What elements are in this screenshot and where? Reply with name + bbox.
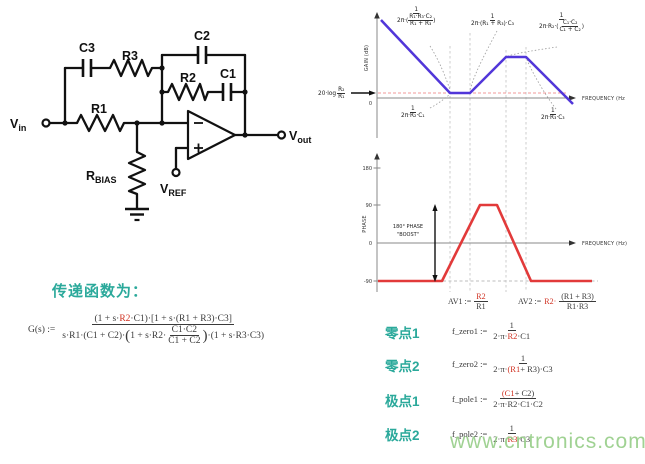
phase-tick-90: 90 (366, 203, 372, 209)
transfer-function-formula: G(s) := (1 + s· R2 ·C1)·[1 + s·(R1 + R3)·C… (28, 314, 265, 346)
label-r3: R3 (122, 49, 138, 63)
annotation-upper-left: 1 2π·(R₁·R₃·C₂ R₁ + R₃) (397, 7, 436, 27)
gain-curve (380, 19, 574, 105)
label-rbias: RBIAS (86, 169, 117, 185)
annotation-pointers (429, 30, 558, 110)
vin-terminal (41, 118, 51, 128)
transfer-function-lhs: G(s) := (28, 325, 56, 335)
capacitors (81, 46, 233, 101)
circuit-wires (48, 53, 280, 211)
boost-label-line1: 180° PHASE (393, 224, 423, 230)
gain-level-pointer-arrow (369, 90, 376, 96)
annotation-zero1: 1 2π·R₂·C₁ (401, 106, 425, 119)
pole2-formula: f_pole2 := 1 2·π· R3 ·C3 (452, 423, 531, 444)
annotation-pole2: 1 2π·R₃·C₃ (541, 108, 565, 121)
gain-origin-label: 0 (369, 101, 372, 107)
boost-arrow-top (432, 204, 438, 211)
phase-curve (378, 203, 592, 283)
av1-formula: AV1 := R2 R1 (448, 292, 488, 311)
phase-y-axis-label: PHASE (362, 215, 368, 233)
pole1-formula: f_pole1 := (C1 + C2) 2·π·R2·C1·C2 (452, 388, 543, 409)
zero1-label: 零点1 (385, 326, 420, 341)
pole2-label: 极点2 (385, 428, 420, 443)
phase-tick-180: 180 (362, 166, 372, 172)
label-r1: R1 (91, 102, 107, 116)
bode-plots: GAIN (dB) FREQUENCY (Hz 0 180 90 0 -90 (351, 12, 627, 292)
gain-level-text: 20·log (318, 90, 337, 97)
capacitor-c3 (81, 59, 93, 77)
vout-terminal (276, 130, 287, 140)
phase-plot: 180 90 0 -90 PHASE FREQUENCY (Hz) 180° P… (362, 153, 627, 292)
gain-x-axis-label: FREQUENCY (Hz (582, 96, 625, 102)
av2-formula: AV2 := R2· (R1 + R3) R1·R3 (518, 292, 596, 311)
boost-arrow-bottom (432, 275, 438, 282)
pole1-label: 极点1 (385, 394, 420, 409)
circuit-diagram: C3 R3 C2 R2 C1 R1 Vin Vout VREF RBIAS (10, 29, 311, 222)
capacitor-c1 (221, 83, 233, 101)
gain-x-axis-arrow (569, 95, 576, 101)
vref-terminal (171, 167, 181, 178)
boost-label-line2: "BOOST" (397, 232, 419, 238)
ground-symbol (125, 207, 149, 222)
label-c3: C3 (79, 41, 95, 55)
label-vout: Vout (289, 129, 311, 145)
zero1-formula: f_zero1 := 1 2·π· R2 ·C1 (452, 320, 531, 341)
phase-tick-m90: -90 (364, 279, 372, 285)
resistor-r3 (108, 58, 154, 78)
gain-plot: GAIN (dB) FREQUENCY (Hz 0 (351, 12, 625, 138)
phase-x-axis-label: FREQUENCY (Hz) (582, 241, 627, 247)
annotation-zero2: 1 2π·(R₁ + R₃)·C₃ (471, 14, 515, 27)
annotation-pole1: 1 2π·R₂·(C₁·C₂ C₁ + C₂) (539, 13, 585, 33)
watermark: www.cntronics.com (450, 430, 645, 453)
resistors (75, 58, 210, 196)
terminals (41, 118, 287, 178)
phase-tick-0: 0 (369, 241, 372, 247)
gain-y-axis-arrow (374, 12, 380, 19)
label-c2: C2 (194, 29, 210, 43)
label-vref: VREF (160, 182, 187, 198)
resistor-r1 (75, 113, 126, 133)
gain-y-axis-label: GAIN (dB) (364, 45, 370, 71)
phase-y-axis-arrow (374, 153, 380, 160)
transfer-function-heading: 传递函数为： (52, 283, 149, 300)
corner-frequency-guides (449, 33, 527, 292)
resistor-r2 (166, 82, 210, 102)
zero2-label: 零点2 (385, 359, 420, 374)
gain-level-annotation: 20·log R₂ R₁ (318, 87, 346, 100)
resistor-rbias (127, 150, 147, 196)
zero2-formula: f_zero2 := 1 2·π· (R1 + R3)·C3 (452, 353, 553, 374)
label-vin: Vin (10, 117, 26, 133)
label-c1: C1 (220, 67, 236, 81)
opamp-plus-input-symbol (194, 143, 203, 153)
phase-x-axis-arrow (569, 240, 576, 246)
label-r2: R2 (180, 71, 196, 85)
capacitor-c2 (196, 46, 208, 64)
junction-dots (62, 65, 248, 138)
